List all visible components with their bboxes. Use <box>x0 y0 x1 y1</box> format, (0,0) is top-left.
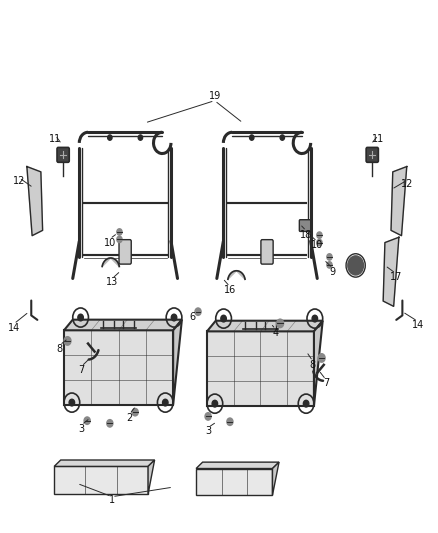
Circle shape <box>107 419 113 427</box>
Polygon shape <box>64 330 173 405</box>
Circle shape <box>195 308 201 316</box>
Polygon shape <box>228 271 245 279</box>
Circle shape <box>78 314 83 321</box>
Text: 11: 11 <box>49 134 61 144</box>
Circle shape <box>138 135 143 140</box>
Text: 19: 19 <box>208 91 221 101</box>
Polygon shape <box>54 460 155 466</box>
Circle shape <box>304 400 309 407</box>
Polygon shape <box>102 258 119 266</box>
Text: 4: 4 <box>273 328 279 338</box>
Circle shape <box>327 254 332 260</box>
Circle shape <box>108 135 112 140</box>
Circle shape <box>317 239 322 246</box>
Circle shape <box>318 354 325 362</box>
Circle shape <box>348 256 364 275</box>
Circle shape <box>117 229 122 235</box>
Text: 3: 3 <box>78 424 85 434</box>
Text: 2: 2 <box>127 413 133 423</box>
Text: 7: 7 <box>323 378 329 389</box>
Text: 8: 8 <box>310 360 316 370</box>
Circle shape <box>117 236 122 243</box>
Text: 1: 1 <box>109 495 115 505</box>
Polygon shape <box>383 237 399 306</box>
Polygon shape <box>54 466 148 494</box>
Circle shape <box>280 135 285 140</box>
Text: 6: 6 <box>190 312 196 322</box>
Text: 18: 18 <box>300 230 312 240</box>
Text: 14: 14 <box>8 322 20 333</box>
Text: 9: 9 <box>329 267 336 277</box>
Circle shape <box>227 418 233 425</box>
Text: 14: 14 <box>412 320 424 330</box>
FancyBboxPatch shape <box>119 240 131 264</box>
Circle shape <box>221 315 226 322</box>
Circle shape <box>317 232 322 238</box>
Circle shape <box>132 408 138 416</box>
Polygon shape <box>207 321 323 332</box>
Circle shape <box>64 337 71 345</box>
Circle shape <box>312 315 318 322</box>
Circle shape <box>171 314 177 321</box>
Polygon shape <box>148 460 155 494</box>
Text: 10: 10 <box>311 240 323 250</box>
Text: 12: 12 <box>401 179 413 189</box>
FancyBboxPatch shape <box>261 240 273 264</box>
Circle shape <box>277 319 284 328</box>
Circle shape <box>84 417 90 424</box>
Polygon shape <box>314 321 323 406</box>
Polygon shape <box>196 462 279 469</box>
Text: 10: 10 <box>104 238 116 247</box>
FancyBboxPatch shape <box>57 148 69 163</box>
Circle shape <box>162 399 168 406</box>
Polygon shape <box>272 462 279 495</box>
Polygon shape <box>64 320 182 330</box>
Text: 3: 3 <box>205 426 211 437</box>
Text: 8: 8 <box>57 344 63 354</box>
Circle shape <box>250 135 254 140</box>
Text: 17: 17 <box>390 272 402 282</box>
Circle shape <box>327 262 332 268</box>
Polygon shape <box>196 469 272 495</box>
Polygon shape <box>173 320 182 405</box>
Polygon shape <box>27 166 42 236</box>
Polygon shape <box>391 166 407 236</box>
Circle shape <box>69 399 74 406</box>
Text: 12: 12 <box>13 176 25 187</box>
Polygon shape <box>207 332 314 406</box>
Text: 13: 13 <box>106 278 118 287</box>
Text: 7: 7 <box>78 365 85 375</box>
FancyBboxPatch shape <box>366 148 378 163</box>
Text: 16: 16 <box>224 286 236 295</box>
FancyBboxPatch shape <box>299 220 311 231</box>
Text: 11: 11 <box>372 134 385 144</box>
Circle shape <box>212 400 218 407</box>
Circle shape <box>205 413 211 420</box>
